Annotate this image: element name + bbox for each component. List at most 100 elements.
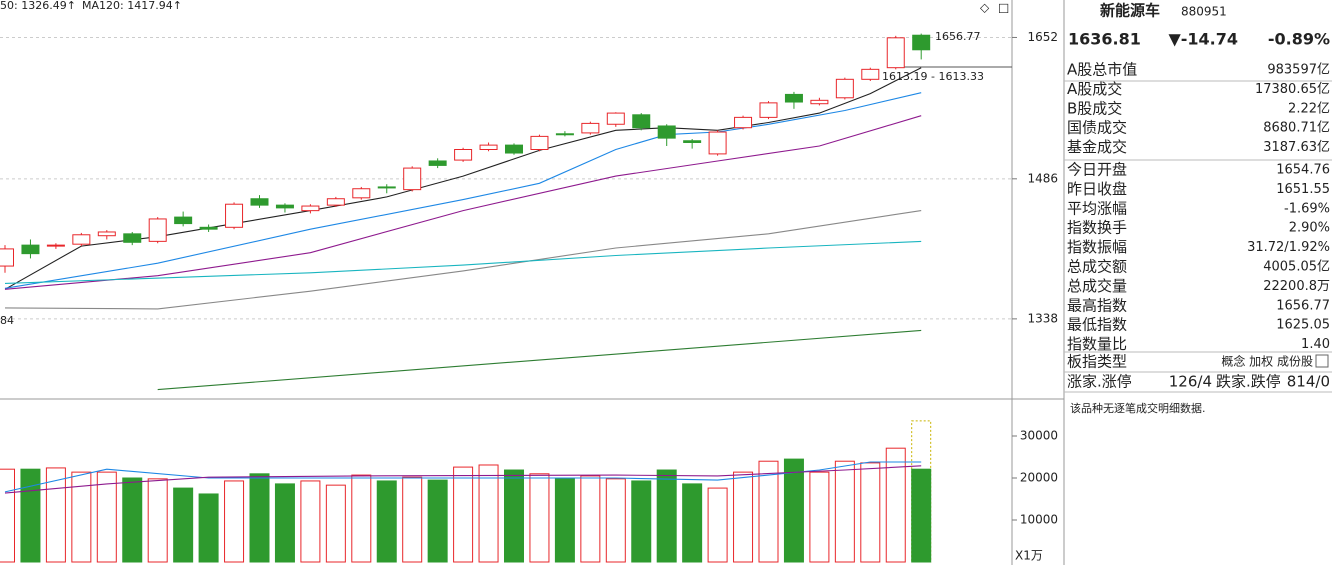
candle-body: [861, 68, 880, 80]
volume-bar: [249, 473, 270, 563]
row-label: 今日开盘: [1067, 161, 1127, 179]
volume-bar: [224, 480, 245, 563]
row-value: 8680.71亿: [1263, 121, 1330, 136]
ma-line: [4, 115, 922, 290]
candle-body: [734, 116, 753, 129]
volume-bar: [758, 460, 779, 563]
volume-bar: [376, 480, 397, 563]
candle-body: [326, 198, 345, 206]
y-tick-label: 30000: [1020, 429, 1058, 443]
tool-icon[interactable]: □: [998, 1, 1009, 15]
annotation: 1613.19 - 1613.33: [882, 70, 984, 83]
volume-bar: [580, 475, 601, 563]
annotation: 84: [0, 314, 14, 327]
candle-body: [301, 205, 320, 212]
annotation: 1656.77: [935, 30, 981, 43]
candle-body: [72, 234, 91, 245]
volume-bar: [300, 480, 321, 563]
unit-label: X1万: [1015, 549, 1043, 563]
row-label: B股成交: [1067, 99, 1122, 117]
change: ▼-14.74: [1168, 30, 1238, 49]
candle-body: [97, 231, 116, 237]
y-tick-label: 1486: [1027, 171, 1058, 185]
legend-entry: MA120: 1417.94↑: [82, 0, 182, 12]
row-value: -1.69%: [1284, 201, 1330, 216]
row-value: 814/0: [1287, 373, 1330, 391]
price: 1636.81: [1068, 30, 1141, 49]
candle-body: [174, 216, 193, 225]
row-label: 板指类型: [1067, 353, 1127, 371]
volume-ma: [4, 465, 922, 494]
row-label: 昨日收盘: [1067, 180, 1127, 198]
index-code: 880951: [1181, 5, 1227, 19]
candle-body: [46, 244, 65, 247]
row-value: 1625.05: [1276, 318, 1330, 333]
volume-bar: [554, 478, 575, 563]
candle-body: [225, 203, 244, 228]
candle-body: [454, 148, 473, 161]
candle-body: [759, 102, 778, 118]
row-value: 983597亿: [1267, 63, 1330, 78]
row-value: 126/4: [1169, 373, 1212, 391]
row-value: 2.90%: [1289, 221, 1330, 236]
candle-body: [428, 160, 447, 166]
candle-body: [835, 78, 854, 99]
row-value[interactable]: 概念 加权 成份股: [1221, 354, 1313, 369]
legend-entry: 50: 1326.49↑: [0, 0, 76, 12]
volume-bar: [274, 483, 295, 563]
row-value: 31.72/1.92%: [1247, 240, 1330, 255]
candle-body: [886, 37, 905, 69]
volume-bar: [682, 483, 703, 563]
volume-bar: [834, 460, 855, 563]
candle-body: [555, 133, 574, 136]
row-label: 指数量比: [1067, 335, 1127, 353]
row-label: A股总市值: [1067, 61, 1137, 79]
candle-body: [784, 93, 803, 103]
volume-bar: [478, 464, 499, 563]
volume-bar: [809, 471, 830, 563]
index-name: 新能源车: [1100, 2, 1160, 20]
candle-body: [0, 248, 14, 267]
candle-body: [352, 188, 371, 199]
candle-body: [275, 204, 294, 209]
row-label: 最高指数: [1067, 296, 1127, 314]
candle-body: [403, 167, 422, 191]
volume-bar: [656, 469, 677, 563]
ma-line: [4, 92, 922, 289]
y-tick-label: 10000: [1020, 513, 1058, 527]
candle-body: [581, 122, 600, 134]
volume-bar: [783, 458, 804, 563]
volume-bar: [20, 468, 41, 563]
candle-body: [21, 244, 40, 255]
volume-bar: [504, 469, 524, 563]
ma-line: [4, 210, 922, 310]
volume-ma: [4, 461, 922, 493]
row-value: 17380.65亿: [1255, 82, 1330, 97]
volume-bar: [325, 484, 346, 563]
row-label: 总成交额: [1067, 258, 1127, 276]
volume-bar: [605, 478, 626, 563]
candle-body: [632, 114, 651, 129]
row-label: 基金成交: [1067, 138, 1127, 156]
candle-body: [479, 144, 498, 150]
volume-bar: [122, 477, 143, 563]
tool-icon[interactable]: ◇: [980, 1, 990, 15]
volume-bar: [45, 467, 66, 563]
candle-body: [250, 198, 269, 206]
row-value: 22200.8万: [1263, 279, 1330, 294]
row-label: 跌家.跌停: [1216, 373, 1281, 391]
volume-bar: [860, 462, 881, 563]
candle-body: [708, 131, 727, 155]
candle-body: [683, 140, 702, 143]
row-value: 1656.77: [1276, 298, 1330, 313]
volume-bar: [911, 468, 932, 563]
note: 该品种无逐笔成交明细数据.: [1070, 401, 1206, 415]
volume-bar: [733, 471, 754, 563]
type-icon[interactable]: [1315, 354, 1329, 368]
volume-bar: [96, 471, 117, 563]
row-label: 指数换手: [1067, 219, 1127, 237]
change-pct: -0.89%: [1268, 30, 1330, 49]
row-label: A股成交: [1067, 80, 1122, 98]
volume-bar: [147, 478, 168, 563]
